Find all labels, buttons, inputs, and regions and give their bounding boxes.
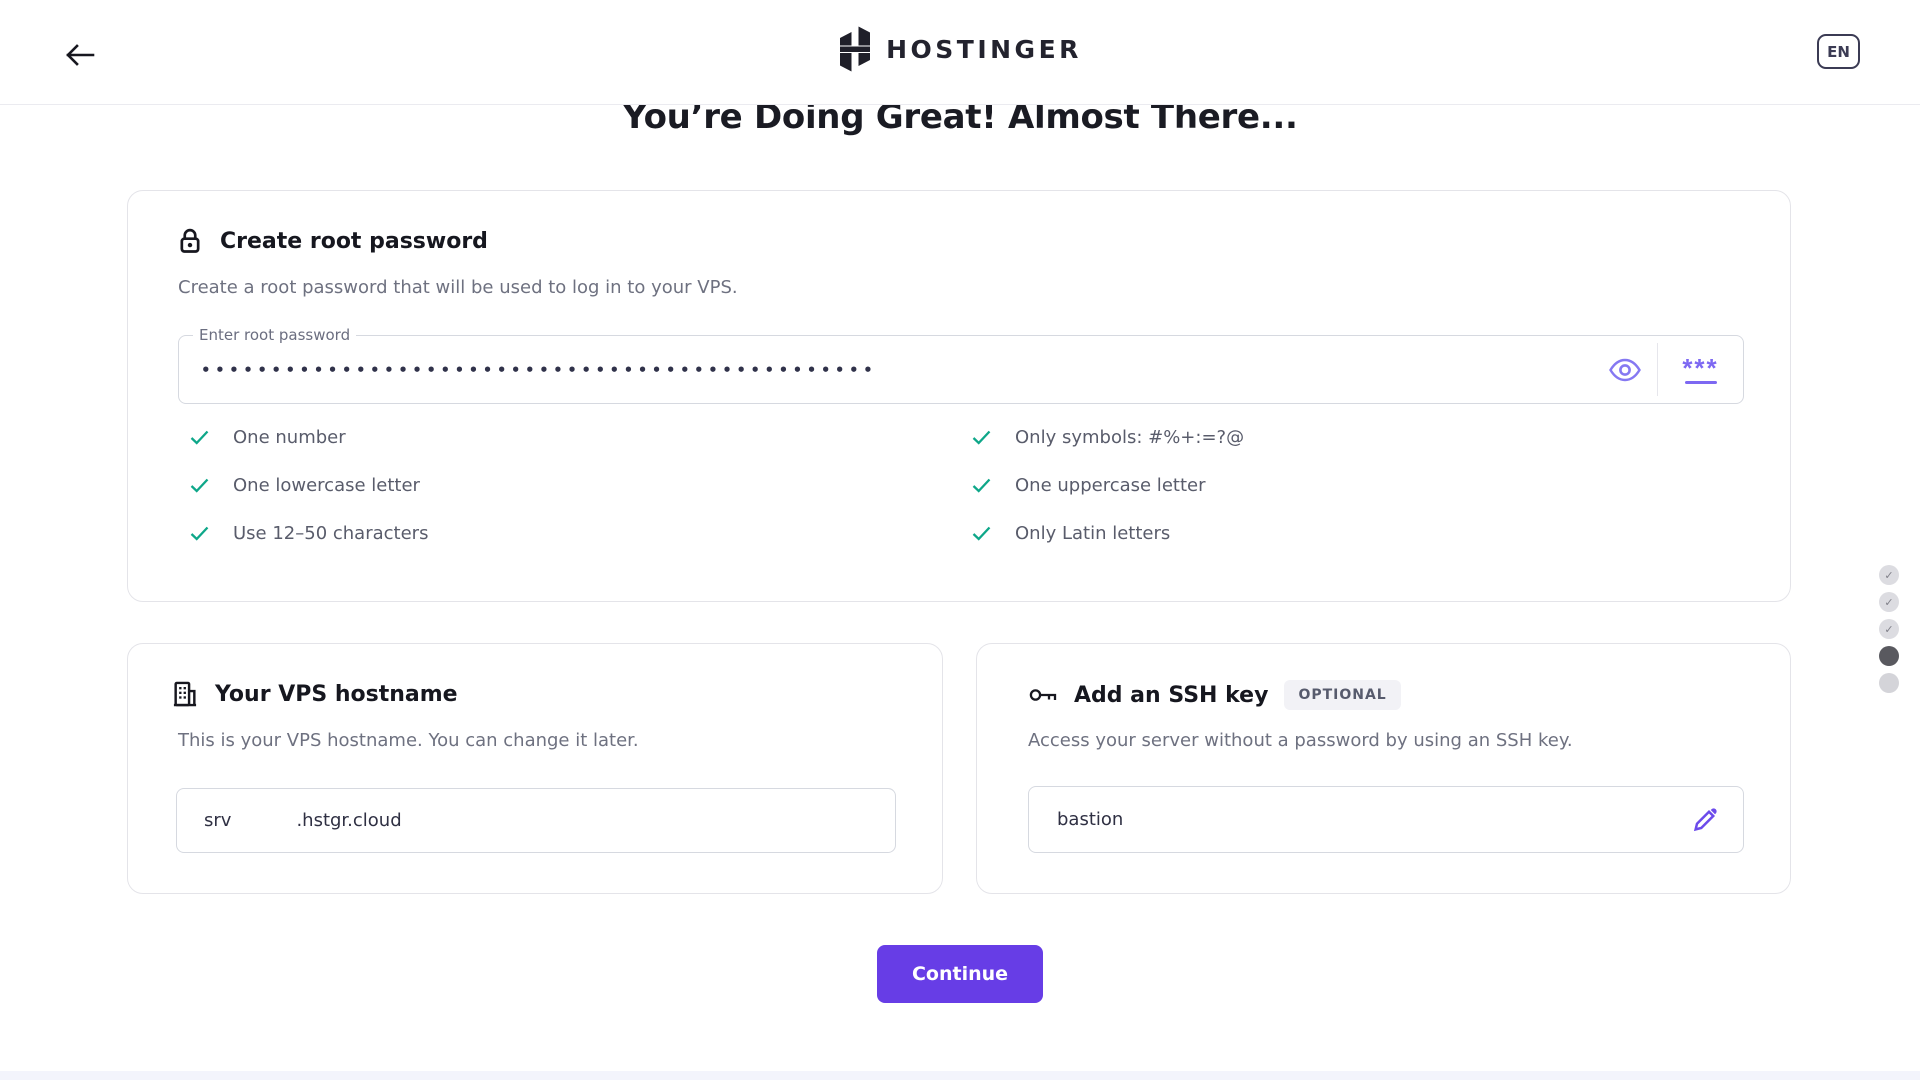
password-card-description: Create a root password that will be used…: [178, 277, 738, 298]
password-requirements-left: One number One lowercase letter Use 12–5…: [190, 423, 428, 567]
hostname-prefix: srv: [204, 810, 232, 831]
lock-icon: [176, 227, 204, 255]
hostname-input[interactable]: srv .hstgr.cloud: [176, 788, 896, 853]
check-icon: [190, 430, 209, 445]
check-icon: [972, 526, 991, 541]
underline-bar: [1684, 381, 1717, 384]
requirement-row: One lowercase letter: [190, 471, 428, 499]
requirement-row: One number: [190, 423, 428, 451]
pencil-icon: [1690, 805, 1720, 835]
ssh-key-name-value: bastion: [1057, 809, 1124, 830]
progress-step-done: ✓: [1879, 565, 1899, 585]
ssh-card-header: Add an SSH key OPTIONAL: [1028, 680, 1401, 710]
check-icon: [972, 478, 991, 493]
optional-badge: OPTIONAL: [1284, 680, 1401, 710]
building-icon: [171, 680, 199, 708]
requirement-label: Only symbols: #%+:=?@: [1015, 426, 1245, 448]
hostname-card-description: This is your VPS hostname. You can chang…: [178, 730, 639, 751]
setup-progress-steps: ✓ ✓ ✓: [1879, 565, 1899, 693]
password-card-title: Create root password: [220, 228, 488, 254]
password-card-header: Create root password: [176, 227, 488, 255]
password-requirements-right: Only symbols: #%+:=?@ One uppercase lett…: [972, 423, 1244, 567]
ssh-card-title: Add an SSH key: [1074, 682, 1269, 708]
hostinger-h-icon: [838, 26, 872, 72]
requirement-label: Only Latin letters: [1015, 522, 1171, 544]
hostname-card-header: Your VPS hostname: [171, 680, 458, 708]
footer-strip: [0, 1071, 1920, 1080]
vps-hostname-card: Your VPS hostname This is your VPS hostn…: [127, 643, 943, 894]
hostname-suffix: .hstgr.cloud: [296, 810, 402, 831]
language-button[interactable]: EN: [1817, 34, 1860, 69]
create-root-password-card: Create root password Create a root passw…: [127, 190, 1791, 602]
root-password-field: Enter root password ••••••••••••••••••••…: [178, 326, 1744, 404]
progress-step-done: ✓: [1879, 592, 1899, 612]
ssh-key-card: Add an SSH key OPTIONAL Access your serv…: [976, 643, 1791, 894]
generate-password-button[interactable]: ***: [1658, 336, 1743, 403]
ssh-card-description: Access your server without a password by…: [1028, 730, 1573, 751]
requirement-label: One lowercase letter: [233, 474, 420, 496]
progress-step-current: [1879, 646, 1899, 666]
ssh-key-name-input[interactable]: bastion: [1028, 786, 1744, 853]
eye-icon: [1608, 357, 1642, 383]
requirement-row: Only Latin letters: [972, 519, 1244, 547]
asterisks-icon: ***: [1682, 353, 1719, 383]
edit-ssh-key-button[interactable]: [1683, 798, 1727, 842]
toggle-password-visibility-button[interactable]: [1603, 350, 1647, 390]
key-icon: [1028, 682, 1058, 708]
arrow-left-icon: [64, 43, 96, 67]
requirement-label: One number: [233, 426, 346, 448]
back-button[interactable]: [58, 33, 102, 77]
root-password-label: Enter root password: [193, 326, 357, 344]
progress-step-done: ✓: [1879, 619, 1899, 639]
check-icon: [190, 478, 209, 493]
requirement-label: One uppercase letter: [1015, 474, 1206, 496]
logo-wordmark: HOSTINGER: [886, 34, 1082, 64]
continue-button[interactable]: Continue: [877, 945, 1043, 1003]
check-icon: [972, 430, 991, 445]
requirement-row: Only symbols: #%+:=?@: [972, 423, 1244, 451]
requirement-label: Use 12–50 characters: [233, 522, 429, 544]
input-divider: [1657, 343, 1658, 396]
hostname-card-title: Your VPS hostname: [215, 681, 458, 707]
root-password-input[interactable]: ••••••••••••••••••••••••••••••••••••••••…: [201, 360, 878, 379]
check-icon: [190, 526, 209, 541]
top-bar: HOSTINGER EN: [0, 0, 1920, 105]
requirement-row: One uppercase letter: [972, 471, 1244, 499]
progress-step-upcoming: [1879, 673, 1899, 693]
requirement-row: Use 12–50 characters: [190, 519, 428, 547]
hostinger-logo: HOSTINGER: [0, 26, 1920, 72]
